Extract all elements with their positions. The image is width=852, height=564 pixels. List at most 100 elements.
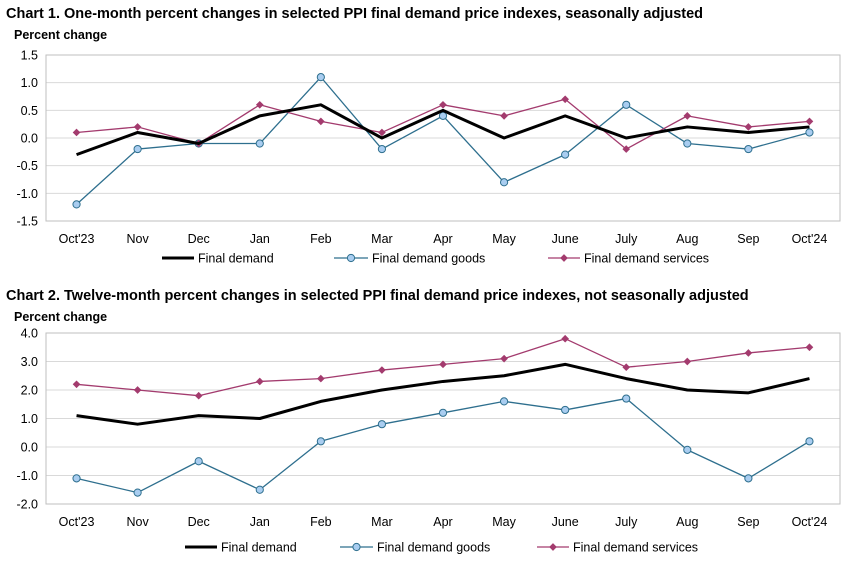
y-tick-label: 0.0 <box>21 132 38 146</box>
data-point <box>438 408 448 417</box>
x-tick-label: Dec <box>188 515 210 529</box>
x-tick-label: May <box>492 232 516 246</box>
data-point <box>194 391 203 400</box>
legend: Final demand Final demand goods Final dema… <box>185 541 698 555</box>
data-point <box>499 178 509 187</box>
data-point <box>72 474 81 483</box>
x-tick-label: July <box>615 232 638 246</box>
data-point <box>378 366 386 374</box>
legend-item: Final demand services <box>537 541 698 555</box>
series-final-demand-goods <box>72 394 814 497</box>
data-point <box>805 117 814 126</box>
data-point <box>744 474 753 483</box>
x-tick-label: Oct'23 <box>59 232 95 246</box>
data-point <box>133 386 142 394</box>
legend-label: Final demand goods <box>377 541 490 555</box>
data-point <box>72 128 81 137</box>
legend-marker <box>346 253 356 263</box>
data-point <box>439 360 447 369</box>
x-tick-label: May <box>492 515 516 529</box>
data-point <box>683 112 692 120</box>
x-tick-label: Nov <box>126 515 149 529</box>
y-tick-label: -1.5 <box>16 215 38 229</box>
data-point <box>438 111 448 120</box>
x-tick-label: Dec <box>188 232 210 246</box>
series-final-demand-services <box>72 95 814 153</box>
y-tick-label: 3.0 <box>21 355 38 369</box>
legend-item: Final demand goods <box>340 541 490 555</box>
data-point <box>255 139 264 148</box>
data-point <box>561 95 569 104</box>
legend-label: Final demand goods <box>372 252 485 266</box>
data-point <box>805 343 814 352</box>
data-point <box>377 144 387 154</box>
x-tick-label: Mar <box>371 232 393 246</box>
data-point <box>133 123 142 131</box>
data-point <box>622 145 631 153</box>
data-point <box>683 139 692 148</box>
data-point <box>316 437 325 446</box>
x-tick-label: Feb <box>310 232 332 246</box>
chart-title: Chart 2. Twelve-month percent changes in… <box>6 288 749 304</box>
legend-item: Final demand <box>185 541 297 555</box>
legend-marker <box>560 254 568 262</box>
data-point <box>72 200 81 209</box>
y-tick-label: 1.5 <box>21 49 38 63</box>
series-final-demand-services <box>72 334 814 400</box>
x-tick-label: Sep <box>737 515 759 529</box>
y-tick-label: 0.5 <box>21 104 38 118</box>
chart-one-month: Chart 1. One-month percent changes in se… <box>0 0 852 280</box>
y-tick-label: -1.0 <box>16 469 38 483</box>
data-point <box>622 100 631 109</box>
legend-item: Final demand goods <box>334 252 485 266</box>
data-point <box>500 112 508 120</box>
x-tick-label: Nov <box>126 232 149 246</box>
y-tick-label: 2.0 <box>21 384 38 398</box>
data-point <box>255 100 264 109</box>
data-point <box>316 73 325 82</box>
data-point <box>133 144 142 154</box>
x-tick-label: Aug <box>676 515 698 529</box>
data-point <box>805 128 814 137</box>
legend-label: Final demand services <box>573 541 698 555</box>
data-point <box>622 363 631 372</box>
data-point <box>744 144 753 154</box>
data-point <box>744 123 753 131</box>
x-tick-label: Apr <box>433 515 452 529</box>
data-point <box>133 488 142 497</box>
x-tick-label: Apr <box>433 232 452 246</box>
plot-area <box>45 332 841 505</box>
legend-item: Final demand <box>162 252 274 266</box>
series-line <box>76 362 810 426</box>
data-point <box>744 349 753 357</box>
data-point <box>255 485 264 494</box>
data-point <box>317 117 325 126</box>
legend: Final demand Final demand goods Final dema… <box>162 252 709 266</box>
y-tick-label: 0.0 <box>21 441 38 455</box>
legend-marker <box>352 542 361 552</box>
data-point <box>72 380 81 389</box>
y-tick-label: 1.0 <box>21 412 38 426</box>
data-point <box>499 397 509 406</box>
legend-label: Final demand <box>221 541 297 555</box>
x-tick-label: Oct'23 <box>59 515 95 529</box>
x-tick-label: Aug <box>676 232 698 246</box>
y-tick-label: 4.0 <box>21 327 38 341</box>
data-point <box>255 377 264 386</box>
data-point <box>683 445 692 454</box>
data-point <box>561 334 569 343</box>
plot-area <box>45 54 841 222</box>
chart-twelve-month: Chart 2. Twelve-month percent changes in… <box>0 282 852 564</box>
legend-label: Final demand <box>198 252 274 266</box>
legend-item: Final demand services <box>548 252 709 266</box>
data-point <box>500 354 508 363</box>
x-tick-label: July <box>615 515 638 529</box>
series-final-demand <box>76 362 810 426</box>
data-point <box>439 100 447 109</box>
y-tick-label: -1.0 <box>16 187 38 201</box>
y-tick-label: -0.5 <box>16 159 38 173</box>
y-tick-label: -2.0 <box>16 498 38 512</box>
data-point <box>317 374 325 383</box>
x-tick-label: Jan <box>250 515 270 529</box>
x-tick-label: Mar <box>371 515 393 529</box>
